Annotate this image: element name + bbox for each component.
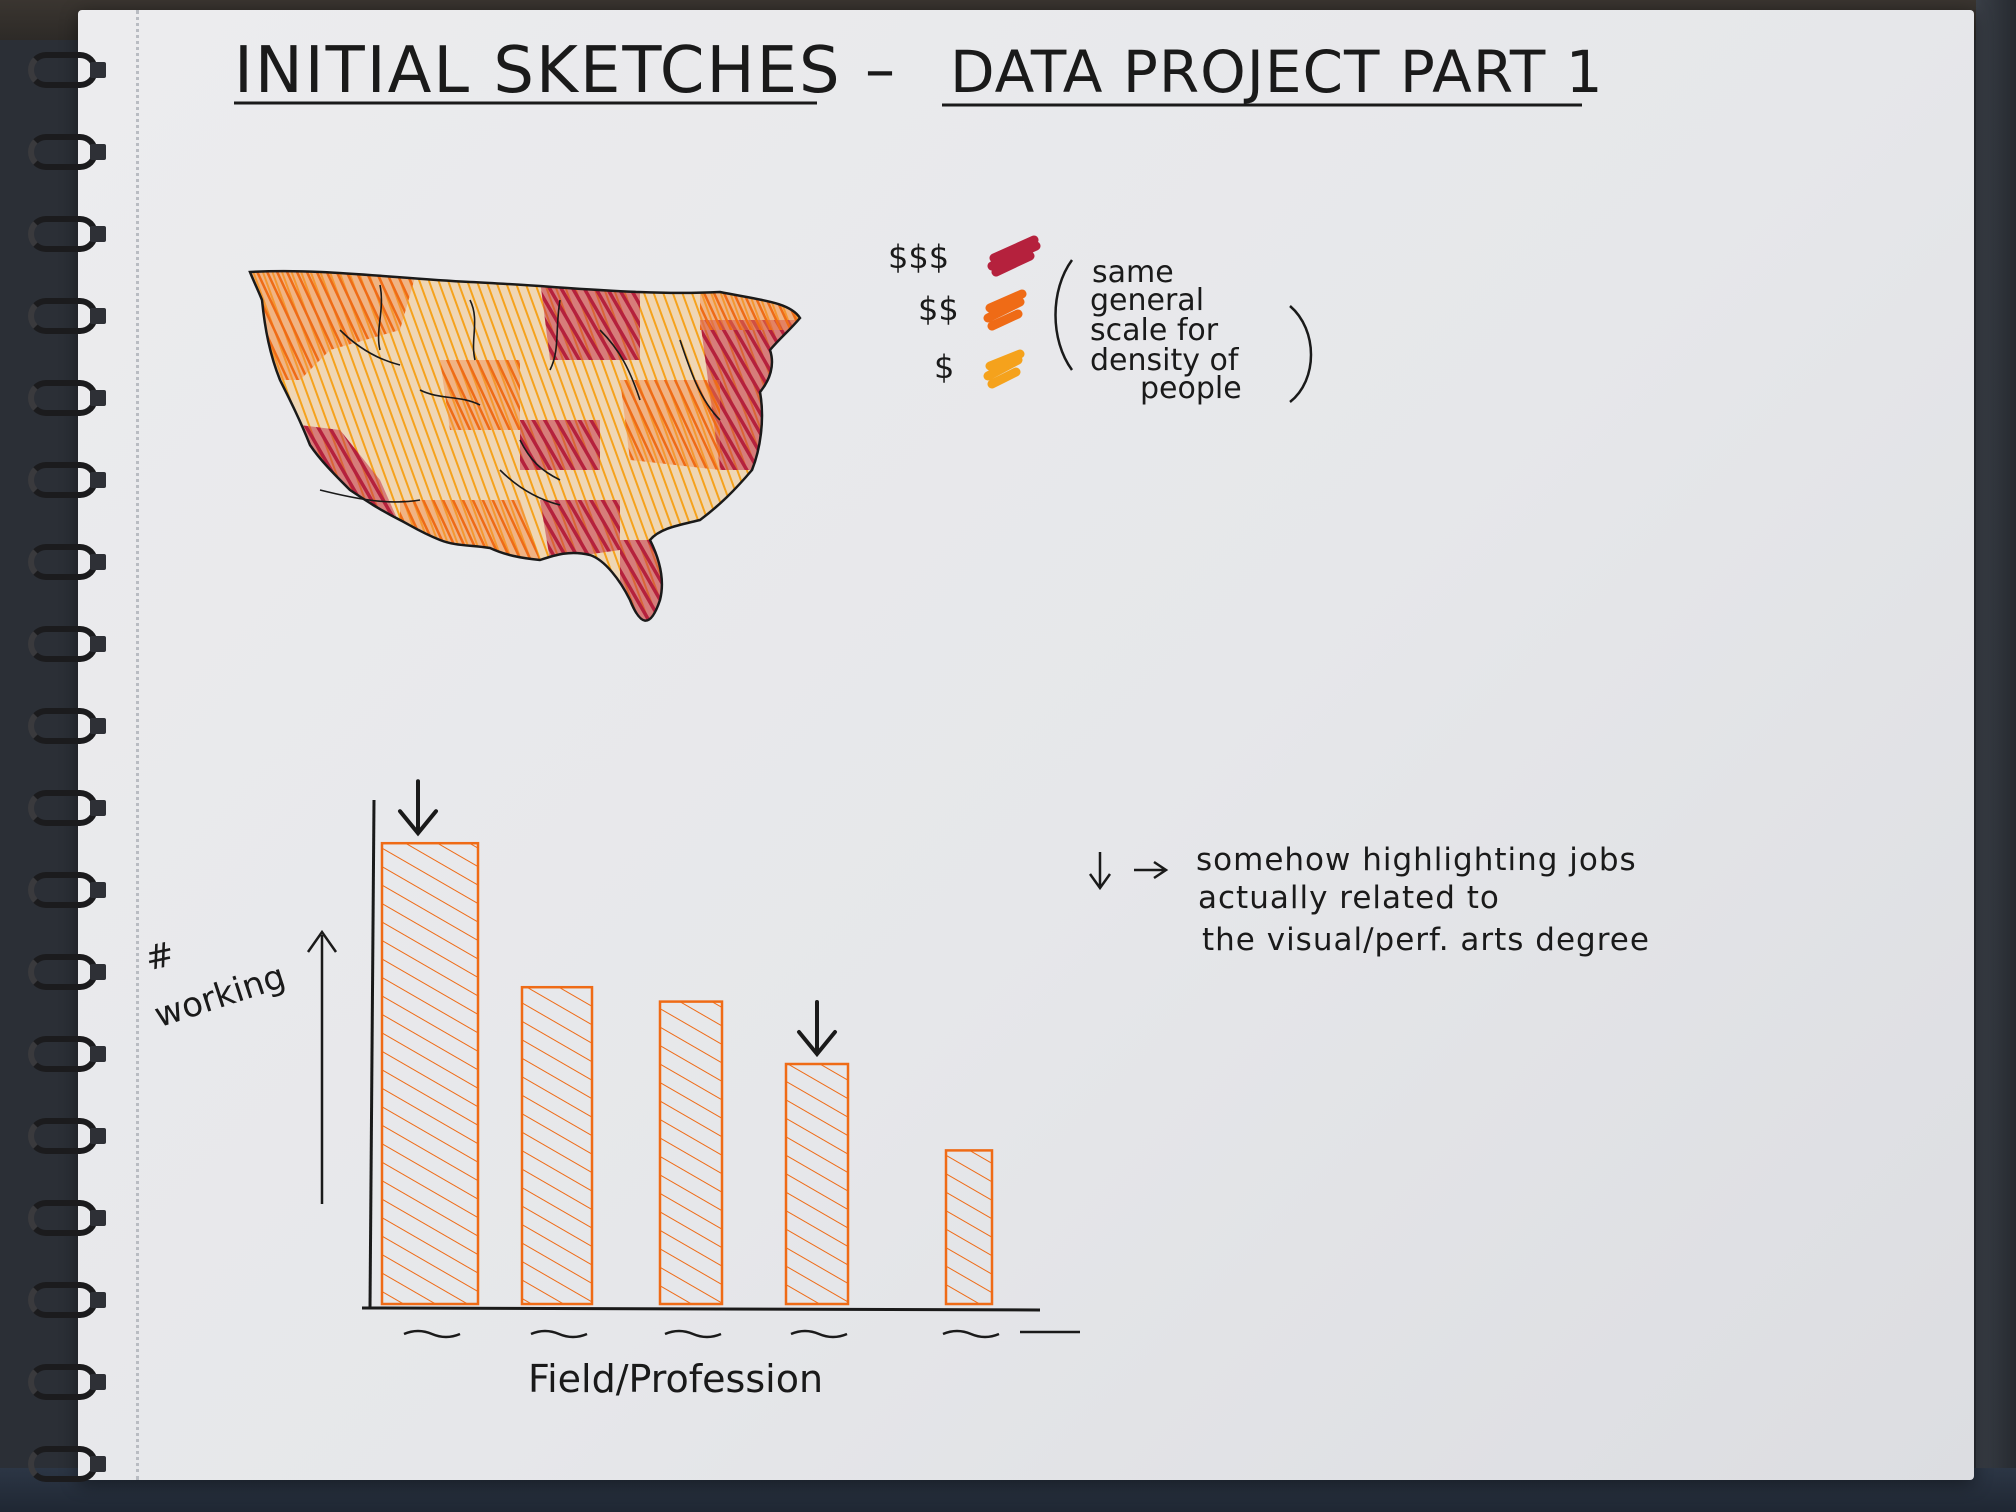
legend-close-paren: [1289, 305, 1313, 403]
us-map-sketch: [248, 269, 802, 622]
binding-hole: [90, 554, 106, 570]
binding-hole: [90, 390, 106, 406]
legend-swatch-high: [987, 235, 1041, 277]
bar-chart-sketch: # working Field/Profession: [142, 779, 1080, 1401]
map-legend: $$$ $$ $ same general scale for density …: [888, 235, 1313, 406]
binding-hole: [90, 1210, 106, 1226]
binding-hole: [90, 636, 106, 652]
spiral-binding: [0, 0, 110, 1512]
legend-open-paren: [1054, 259, 1074, 371]
binding-hole: [90, 1292, 106, 1308]
binding-hole: [90, 1128, 106, 1144]
binding-hole: [90, 1374, 106, 1390]
chart-x-axis: [361, 1306, 1041, 1312]
legend-note-line-5: people: [1140, 371, 1242, 406]
chart-bar: [658, 1000, 724, 1306]
x-tick-placeholder: [530, 1329, 588, 1339]
binding-hole: [90, 964, 106, 980]
binding-hole: [90, 718, 106, 734]
annotation-line-2: actually related to: [1198, 880, 1500, 916]
binding-hole: [90, 62, 106, 78]
annotation-line-3: the visual/perf. arts degree: [1202, 922, 1650, 958]
title-dash: –: [865, 35, 895, 105]
chart-y-axis: [368, 799, 376, 1309]
binding-hole: [90, 144, 106, 160]
annotation-down-arrow-icon: [1088, 852, 1112, 891]
legend-label-mid: $$: [918, 290, 959, 328]
chart-bar: [784, 1062, 850, 1306]
x-tick-placeholder: [403, 1329, 461, 1339]
legend-note-line-2: general: [1090, 283, 1204, 318]
legend-swatch-low: [983, 349, 1025, 389]
chart-bar: [944, 1149, 994, 1306]
legend-note-line-3: scale for: [1090, 313, 1219, 348]
backdrop-right: [1976, 0, 2016, 1512]
binding-hole: [90, 1456, 106, 1472]
y-axis-label-hash: #: [142, 934, 178, 979]
title-right: DATA PROJECT PART 1: [950, 38, 1604, 106]
highlight-arrow-icon: [398, 779, 438, 837]
binding-hole: [90, 1046, 106, 1062]
y-axis-up-arrow: [306, 929, 338, 1204]
binding-hole: [90, 472, 106, 488]
perforation-line: [136, 10, 139, 1480]
legend-note-line-4: density of: [1090, 343, 1240, 378]
legend-label-low: $: [934, 348, 954, 386]
chart-bar: [380, 841, 480, 1306]
x-tick-placeholder: [664, 1329, 722, 1339]
chart-bars: [380, 779, 1080, 1339]
binding-hole: [90, 308, 106, 324]
legend-note-line-1: same: [1092, 255, 1174, 290]
annotation-line-1: somehow highlighting jobs: [1196, 842, 1637, 878]
binding-hole: [90, 226, 106, 242]
legend-label-high: $$$: [888, 238, 949, 276]
legend-swatch-mid: [983, 289, 1027, 331]
highlight-arrow-icon: [797, 1000, 837, 1058]
chart-bar: [520, 985, 594, 1306]
x-axis-label: Field/Profession: [528, 1357, 823, 1401]
title-left: INITIAL SKETCHES: [234, 34, 842, 108]
x-tick-placeholder: [790, 1329, 848, 1339]
x-tick-placeholder: [942, 1329, 1000, 1339]
binding-hole: [90, 800, 106, 816]
binding-hole: [90, 882, 106, 898]
highlight-annotation: somehow highlighting jobs actually relat…: [1088, 842, 1650, 958]
annotation-right-arrow-icon: [1134, 860, 1169, 880]
